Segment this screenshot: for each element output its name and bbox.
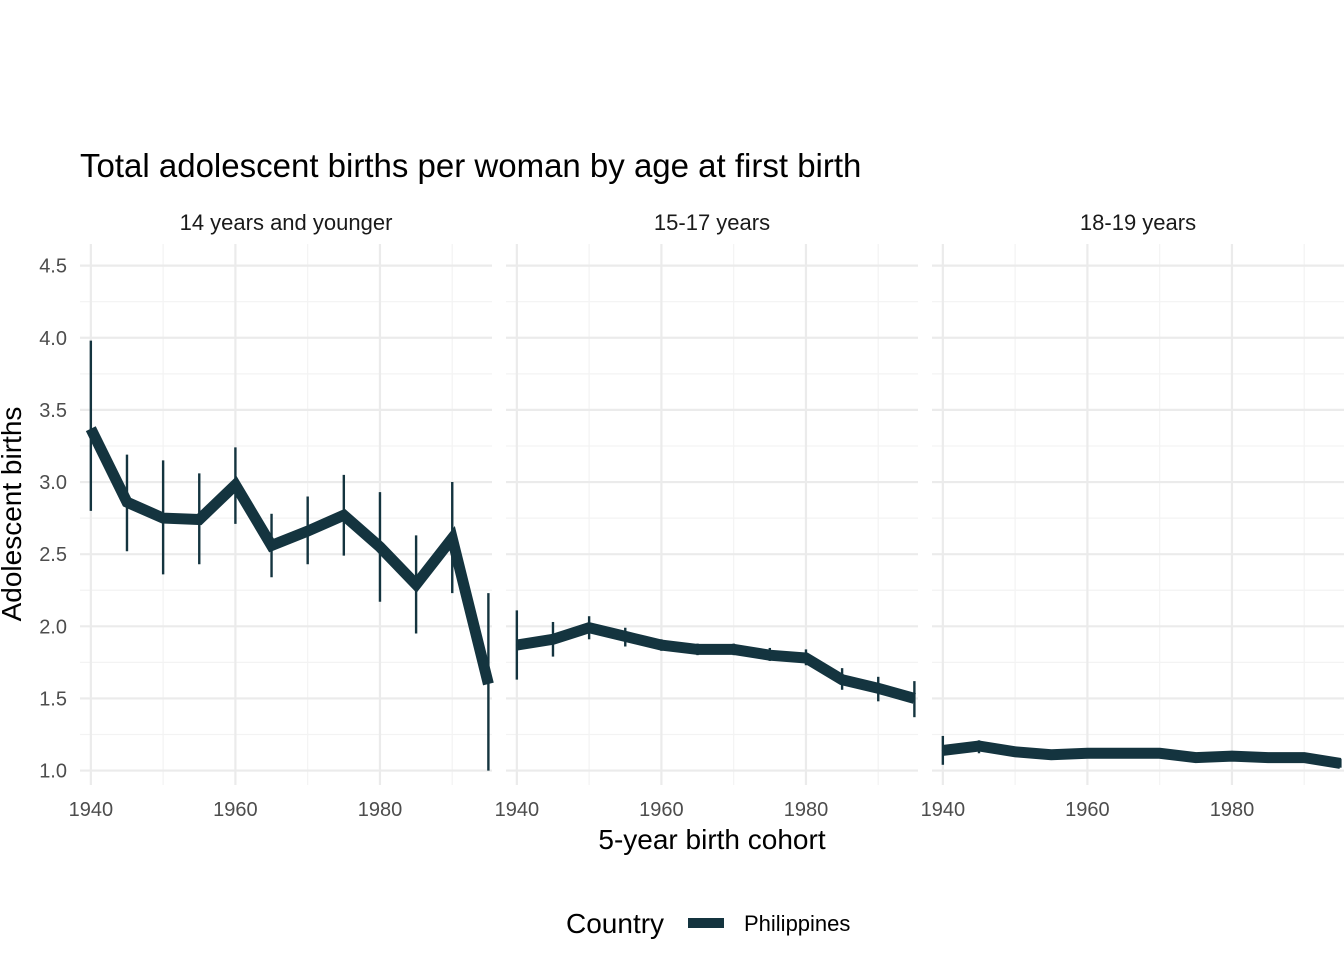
data-point: [1267, 756, 1270, 759]
data-point: [1158, 752, 1161, 755]
x-tick-label: 1960: [213, 799, 258, 821]
data-point: [841, 678, 844, 681]
data-point: [1303, 756, 1306, 759]
panel-3: 18-19 years 1940 1960 1980: [921, 210, 1344, 821]
panel-1: 14 years and younger 1940 1960 1980 1.0 1.5 2.…: [39, 210, 494, 821]
data-point: [732, 648, 735, 651]
data-point: [1086, 752, 1089, 755]
y-tick-label: 2.0: [39, 616, 67, 638]
data-point: [768, 654, 771, 657]
x-tick-label: 1980: [358, 799, 403, 821]
chart-title: Total adolescent births per woman by age…: [80, 147, 861, 184]
data-point: [804, 657, 807, 660]
legend-key: [688, 918, 724, 928]
panel-2: 15-17 years 1940 1960 1980: [495, 210, 918, 821]
data-point: [378, 545, 381, 548]
series-line: [942, 740, 1342, 769]
data-point: [1230, 755, 1233, 758]
data-point: [977, 745, 980, 748]
legend-label: Philippines: [744, 911, 850, 936]
data-point: [1339, 762, 1342, 765]
x-tick-label: 1960: [639, 799, 684, 821]
legend-title: Country: [566, 908, 664, 939]
data-point: [198, 518, 201, 521]
legend: Country Philippines: [566, 908, 850, 939]
data-point: [1014, 750, 1017, 753]
data-point: [451, 537, 454, 540]
x-tick-label: 1940: [495, 799, 540, 821]
data-point: [162, 517, 165, 520]
series-line: [85, 426, 494, 686]
data-point: [624, 635, 627, 638]
y-tick-label: 4.5: [39, 256, 67, 278]
data-point: [551, 638, 554, 641]
data-point: [306, 530, 309, 533]
data-point: [877, 687, 880, 690]
data-point: [913, 697, 916, 700]
data-point: [1194, 756, 1197, 759]
data-point: [515, 644, 518, 647]
y-tick-label: 4.0: [39, 328, 67, 350]
x-tick-label: 1980: [784, 799, 829, 821]
x-tick-label: 1980: [1210, 799, 1255, 821]
data-point: [125, 501, 128, 504]
data-point: [1122, 752, 1125, 755]
data-point: [588, 626, 591, 629]
series-line: [515, 621, 916, 704]
facet-strip-label: 15-17 years: [654, 210, 770, 235]
facet-panels: 14 years and younger 1940 1960 1980 1.0 1.5 2.…: [39, 210, 1344, 821]
data-point: [270, 544, 273, 547]
data-point: [487, 683, 490, 686]
y-axis-title: Adolescent births: [0, 407, 27, 622]
x-tick-label: 1960: [1065, 799, 1110, 821]
y-tick-label: 1.0: [39, 761, 67, 783]
data-point: [234, 483, 237, 486]
facet-strip-label: 14 years and younger: [180, 210, 393, 235]
y-tick-label: 3.0: [39, 472, 67, 494]
data-point: [415, 583, 418, 586]
data-point: [941, 749, 944, 752]
y-tick-label: 1.5: [39, 688, 67, 710]
y-tick-label: 2.5: [39, 544, 67, 566]
x-tick-label: 1940: [69, 799, 114, 821]
data-point: [1050, 753, 1053, 756]
y-tick-label: 3.5: [39, 400, 67, 422]
data-point: [342, 514, 345, 517]
data-point: [696, 648, 699, 651]
facet-strip-label: 18-19 years: [1080, 210, 1196, 235]
data-point: [89, 427, 92, 430]
x-tick-label: 1940: [921, 799, 966, 821]
data-point: [660, 644, 663, 647]
x-axis-title: 5-year birth cohort: [598, 824, 825, 855]
